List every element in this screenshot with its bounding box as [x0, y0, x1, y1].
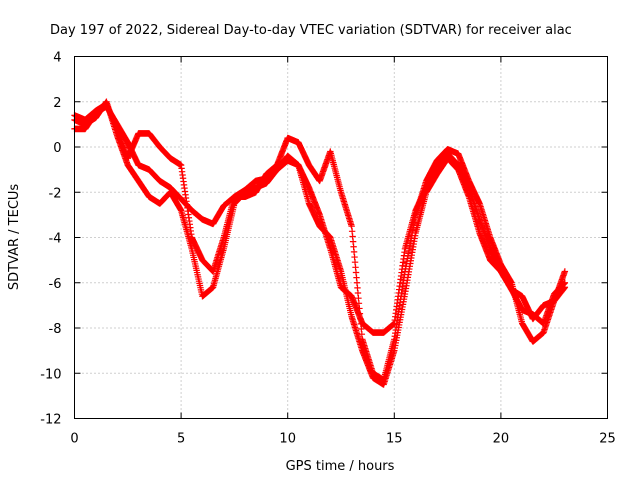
x-tick-label: 0	[70, 432, 78, 447]
y-tick-label: -12	[40, 413, 61, 428]
x-tick-label: 15	[386, 432, 403, 447]
y-tick-label: 0	[53, 141, 61, 156]
chart-title: Day 197 of 2022, Sidereal Day-to-day VTE…	[50, 23, 572, 38]
data-points	[71, 98, 569, 388]
y-tick-label: -8	[49, 322, 62, 337]
axis-ticks: 0 5 10 15 20 25 -12 -10 -8 -6 -4 -2 0 2 4	[40, 51, 616, 447]
y-tick-label: -10	[40, 367, 61, 382]
y-tick-label: -2	[49, 186, 62, 201]
x-tick-label: 5	[177, 432, 185, 447]
data-point-marker	[561, 268, 569, 275]
x-tick-label: 20	[493, 432, 510, 447]
y-tick-label: 2	[53, 96, 61, 111]
x-tick-label: 10	[279, 432, 296, 447]
data-point-marker	[561, 284, 569, 291]
y-axis-label: SDTVAR / TECUs	[7, 184, 22, 291]
x-axis-label: GPS time / hours	[286, 459, 395, 474]
series-track-c	[71, 100, 569, 384]
y-tick-label: -4	[49, 232, 62, 247]
y-tick-label: 4	[53, 51, 61, 66]
y-tick-label: -6	[49, 277, 62, 292]
x-tick-label: 25	[599, 432, 616, 447]
